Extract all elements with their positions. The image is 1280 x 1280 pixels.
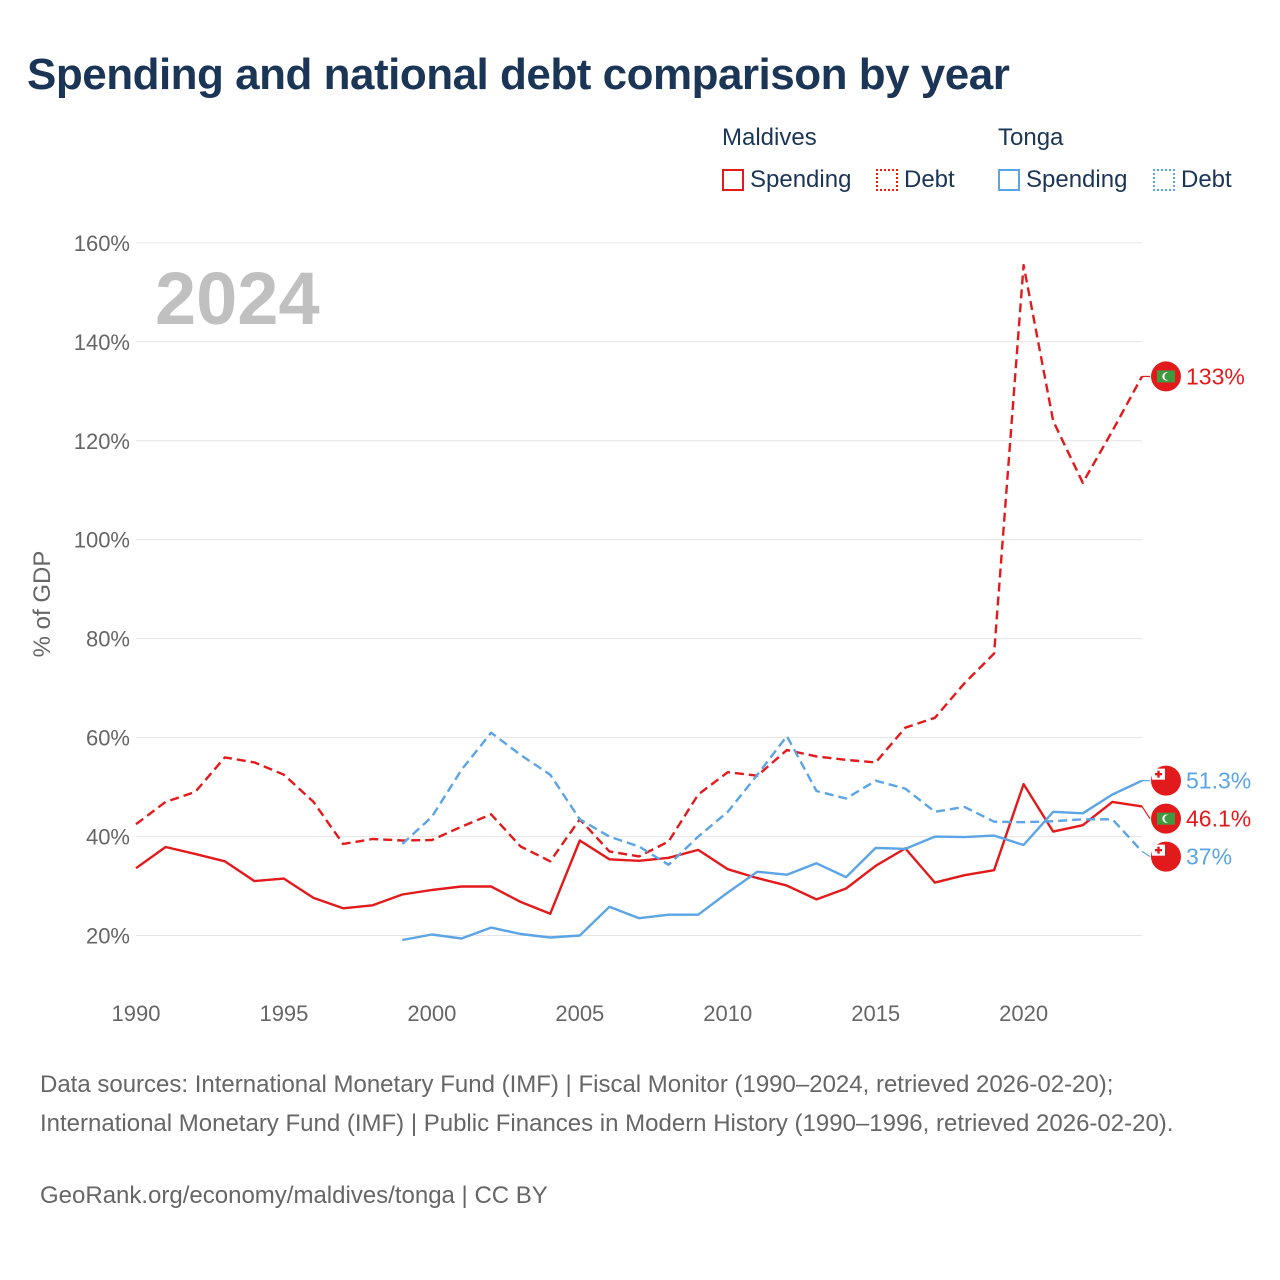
legend-swatch-dotted-blue — [1153, 169, 1175, 191]
x-tick-label: 1995 — [259, 1001, 308, 1026]
y-tick-label: 100% — [74, 528, 130, 553]
endpoint-connector — [1141, 806, 1151, 819]
legend-swatch-dotted-red — [876, 169, 898, 191]
legend-maldives-debt[interactable]: Debt — [876, 164, 955, 196]
y-tick-label: 40% — [86, 825, 130, 850]
y-tick-label: 140% — [74, 330, 130, 355]
series-line-maldives-spending[interactable] — [135, 782, 1143, 915]
y-tick-label: 20% — [86, 924, 130, 949]
legend-label: Debt — [904, 166, 955, 193]
legend-tonga-spending[interactable]: Spending — [998, 164, 1127, 196]
y-tick-label: 60% — [86, 726, 130, 751]
tonga-flag-icon — [1151, 765, 1181, 796]
x-tick-label: 2015 — [851, 1001, 900, 1026]
legend-swatch-solid-red — [722, 169, 744, 191]
legend-group-tonga: Tonga — [998, 124, 1064, 151]
series-line-maldives-debt[interactable] — [135, 263, 1144, 863]
maldives-flag-icon — [1151, 361, 1181, 392]
year-watermark: 2024 — [155, 257, 320, 340]
x-tick-label: 2010 — [703, 1001, 752, 1026]
legend-group-maldives: Maldives — [722, 124, 817, 151]
x-tick-labels: 1990 1995 2000 2005 2010 2015 2020 — [112, 1001, 1049, 1026]
series-line-tonga-spending[interactable] — [402, 779, 1143, 942]
x-tick-label: 2020 — [999, 1001, 1048, 1026]
y-tick-label: 120% — [74, 429, 130, 454]
legend-tonga-debt[interactable]: Debt — [1153, 164, 1232, 196]
legend-label: Spending — [750, 166, 852, 193]
legend-maldives-spending[interactable]: Spending — [722, 164, 851, 196]
y-axis-title: % of GDP — [29, 551, 56, 658]
endpoint-labels: 133% 46.1% 37% 51.3% — [1141, 361, 1251, 872]
endpoint-value-label: 46.1% — [1186, 806, 1251, 832]
endpoint-value-label: 133% — [1186, 363, 1245, 389]
legend-label: Spending — [1026, 166, 1128, 193]
legend-label: Debt — [1181, 166, 1232, 193]
maldives-flag-icon — [1151, 803, 1181, 834]
series-line-tonga-debt[interactable] — [401, 731, 1143, 866]
y-tick-labels: 20% 40% 60% 80% 100% 120% 140% 160% — [74, 231, 130, 949]
x-tick-label: 2000 — [407, 1001, 456, 1026]
x-tick-label: 1990 — [112, 1001, 161, 1026]
y-tick-label: 80% — [86, 627, 130, 652]
endpoint-connector — [1141, 850, 1151, 858]
tonga-flag-icon — [1151, 841, 1181, 872]
line-chart: 20% 40% 60% 80% 100% 120% 140% 160% 1990 1995 200… — [29, 231, 1251, 1026]
series-layer — [135, 263, 1144, 942]
x-tick-label: 2005 — [555, 1001, 604, 1026]
grid-layer — [136, 242, 1142, 937]
chart-title: Spending and national debt comparison by… — [27, 50, 1010, 99]
endpoint-value-label: 37% — [1186, 844, 1232, 870]
endpoint-value-label: 51.3% — [1186, 768, 1251, 794]
data-sources: Data sources: International Monetary Fun… — [40, 1071, 1174, 1137]
legend-swatch-solid-blue — [998, 169, 1020, 191]
y-tick-label: 160% — [74, 231, 130, 256]
credit-link[interactable]: GeoRank.org/economy/maldives/tonga | CC … — [40, 1182, 548, 1209]
